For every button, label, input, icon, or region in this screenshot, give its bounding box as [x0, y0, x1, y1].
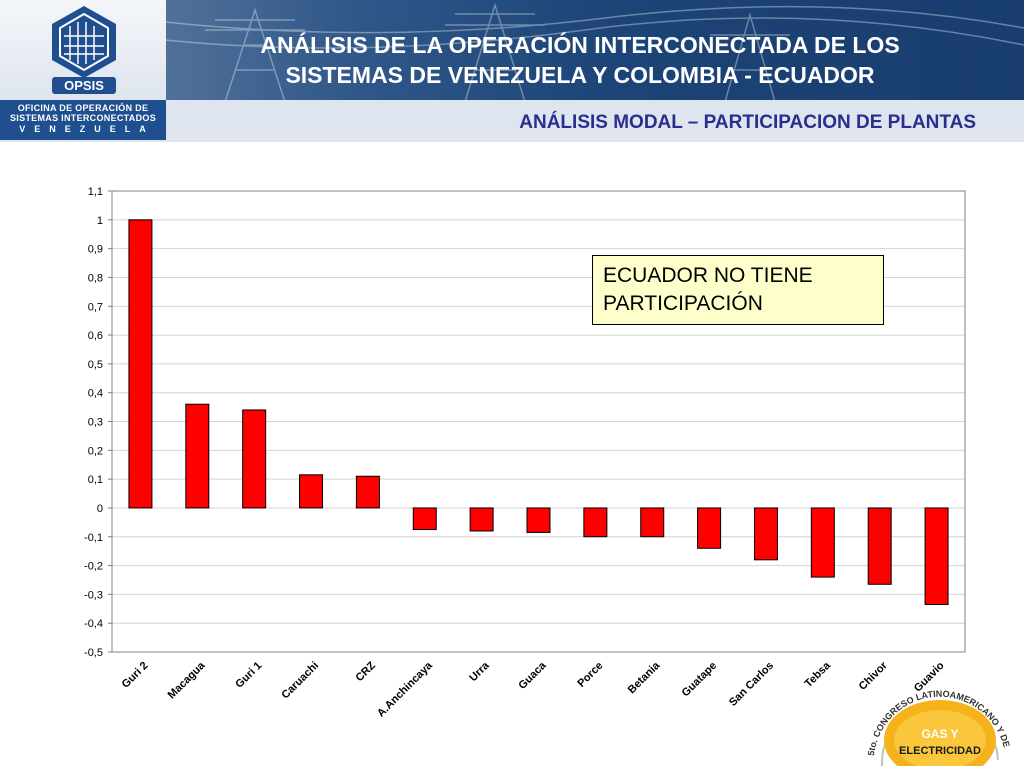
category-label: Betania — [626, 659, 663, 696]
y-tick-label: 0,8 — [88, 272, 103, 284]
slide-title: ANÁLISIS DE LA OPERACIÓN INTERCONECTADA … — [170, 30, 990, 90]
slide-subtitle: ANÁLISIS MODAL – PARTICIPACION DE PLANTA… — [519, 112, 976, 133]
ecuador-note-box: ECUADOR NO TIENE PARTICIPACIÓN — [592, 255, 884, 325]
organization-name: OFICINA DE OPERACIÓN DE SISTEMAS INTERCO… — [0, 100, 166, 140]
y-tick-label: 0,7 — [88, 301, 103, 313]
category-label: Guaca — [516, 659, 549, 692]
category-label: Macagua — [166, 659, 208, 701]
note-line-2: PARTICIPACIÓN — [603, 292, 763, 315]
bar-crz — [355, 475, 380, 509]
seal-line-1: GAS Y — [921, 727, 958, 741]
title-line-1: ANÁLISIS DE LA OPERACIÓN INTERCONECTADA … — [260, 32, 900, 58]
power-towers-background — [165, 2, 1024, 102]
y-tick-label: -0,4 — [84, 618, 103, 630]
bar-guavio — [924, 507, 949, 605]
slide-header: ANÁLISIS DE LA OPERACIÓN INTERCONECTADA … — [0, 0, 1024, 102]
y-tick-label: 0,6 — [88, 330, 103, 342]
bar-san-carlos — [753, 507, 778, 561]
chart-category-labels: Guri 2 Macagua Guri 1 Caruachi CRZA.Anchinca… — [120, 659, 947, 720]
seal-line-2: ELECTRICIDAD — [899, 745, 981, 757]
bar-betania — [640, 507, 665, 538]
category-label: CRZ — [354, 659, 379, 684]
category-label: A.Anchincaya — [375, 659, 436, 720]
y-tick-label: -0,5 — [84, 647, 103, 659]
bar-chivor — [867, 507, 892, 585]
category-label: Guri 2 — [120, 660, 151, 691]
bar-porce — [583, 507, 608, 538]
category-label: San Carlos — [727, 660, 776, 709]
y-tick-label: 0,9 — [88, 244, 103, 256]
bar-a-anchincaya — [412, 507, 437, 531]
opsis-emblem-icon — [52, 6, 116, 78]
participation-bar-chart: 1,1 1 0,9 0,8 0,7 0,6 0,5 0,4 0,3 0,2 0,1 0 -0,1 -0,2… — [84, 186, 966, 720]
subtitle-bar — [0, 100, 1024, 142]
chart-y-tick-labels: 1,1 1 0,9 0,8 0,7 0,6 0,5 0,4 0,3 0,2 0,1 0 -0,1 -0,2… — [84, 186, 112, 659]
bar-guri-2 — [128, 219, 153, 509]
y-tick-label: 0,2 — [88, 445, 103, 457]
bar-macagua — [185, 403, 210, 509]
opsis-logo: OPSIS — [0, 0, 166, 100]
y-tick-label: -0,3 — [84, 589, 103, 601]
chart-bars — [128, 219, 949, 605]
y-tick-label: 0,3 — [88, 417, 103, 429]
org-line-1: OFICINA DE OPERACIÓN DE — [17, 103, 149, 113]
category-label: Urra — [467, 659, 492, 684]
category-label: Guri 1 — [233, 660, 264, 691]
org-country: VENEZUELA — [19, 124, 155, 134]
logo-wordmark: OPSIS — [52, 77, 116, 94]
title-line-2: SISTEMAS DE VENEZUELA Y COLOMBIA - ECUAD… — [285, 62, 875, 88]
y-tick-label: 1,1 — [88, 186, 103, 198]
y-tick-label: -0,1 — [84, 532, 103, 544]
y-tick-label: 0,5 — [88, 359, 103, 371]
category-label: Porce — [575, 660, 605, 690]
y-tick-label: 0 — [97, 503, 103, 515]
plot-area-frame — [111, 190, 966, 653]
y-tick-label: -0,2 — [84, 561, 103, 573]
bar-guatape — [697, 507, 722, 549]
bar-tebsa — [810, 507, 835, 578]
bar-caruachi — [299, 474, 324, 509]
note-line-1: ECUADOR NO TIENE — [603, 264, 813, 287]
bar-urra — [469, 507, 494, 532]
bar-guaca — [526, 507, 551, 533]
category-label: Guatape — [680, 660, 720, 700]
congress-seal-logo: 5to. CONGRESO LATINOAMERICANO Y DEL CARI… — [862, 660, 1012, 766]
y-tick-label: 0,1 — [88, 474, 103, 486]
y-tick-label: 0,4 — [88, 388, 103, 400]
y-tick-label: 1 — [97, 215, 103, 227]
org-line-2: SISTEMAS INTERCONECTADOS — [9, 113, 157, 123]
category-label: Caruachi — [279, 660, 321, 702]
category-label: Tebsa — [803, 659, 834, 690]
bar-guri-1 — [242, 409, 267, 509]
